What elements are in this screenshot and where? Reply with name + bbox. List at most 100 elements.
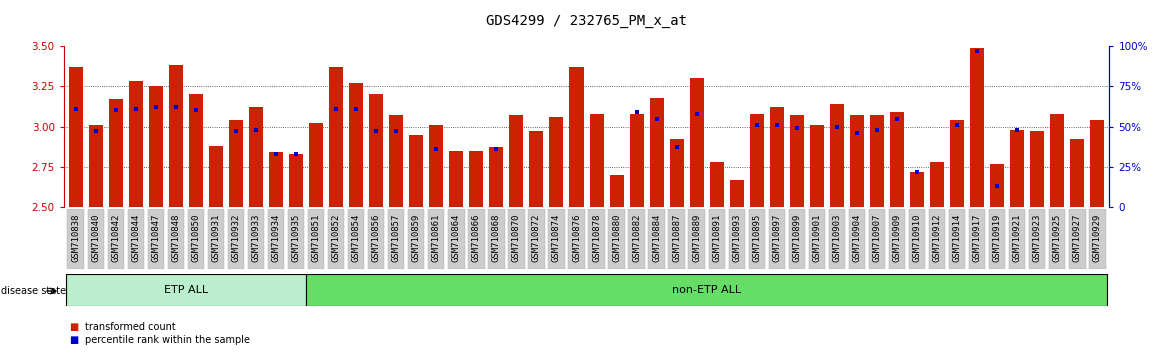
Text: GSM710935: GSM710935	[292, 214, 301, 262]
Bar	[669, 139, 683, 207]
Text: GSM710893: GSM710893	[732, 214, 741, 262]
Bar	[570, 67, 584, 207]
Bar	[569, 209, 585, 269]
Bar	[730, 180, 743, 207]
Text: GSM710895: GSM710895	[753, 214, 761, 262]
Bar	[430, 125, 444, 207]
Bar	[1070, 139, 1084, 207]
Bar	[690, 78, 704, 207]
Bar	[108, 209, 124, 269]
Bar	[548, 209, 565, 269]
Text: GSM710884: GSM710884	[652, 214, 661, 262]
Bar	[228, 209, 244, 269]
Text: transformed count: transformed count	[85, 322, 175, 332]
Bar	[930, 162, 944, 207]
Bar	[588, 209, 604, 269]
Text: GSM710891: GSM710891	[712, 214, 721, 262]
Text: GSM710844: GSM710844	[131, 214, 140, 262]
Bar	[829, 209, 845, 269]
Bar	[308, 209, 324, 269]
Bar	[589, 114, 603, 207]
Bar	[630, 114, 644, 207]
Text: GSM710899: GSM710899	[792, 214, 801, 262]
Text: GSM710925: GSM710925	[1053, 214, 1062, 262]
Text: GSM710859: GSM710859	[412, 214, 420, 262]
Bar	[288, 209, 305, 269]
Text: GSM710868: GSM710868	[492, 214, 501, 262]
Bar	[267, 209, 284, 269]
Text: GSM710932: GSM710932	[232, 214, 241, 262]
Bar	[1009, 209, 1026, 269]
Text: GSM710838: GSM710838	[71, 214, 80, 262]
Bar	[229, 120, 243, 207]
Text: GSM710861: GSM710861	[432, 214, 441, 262]
Bar	[1049, 209, 1065, 269]
Bar	[529, 131, 543, 207]
Bar	[388, 209, 404, 269]
Bar	[830, 104, 844, 207]
Bar	[409, 135, 424, 207]
Text: GSM710870: GSM710870	[512, 214, 521, 262]
Bar	[428, 209, 445, 269]
Bar	[989, 209, 1005, 269]
Bar	[950, 120, 965, 207]
Bar	[969, 209, 985, 269]
Bar	[629, 209, 645, 269]
Text: GSM710904: GSM710904	[852, 214, 862, 262]
Bar	[891, 112, 904, 207]
Bar	[369, 94, 383, 207]
Bar	[1090, 209, 1106, 269]
Text: GSM710864: GSM710864	[452, 214, 461, 262]
Text: GSM710903: GSM710903	[833, 214, 842, 262]
Bar	[207, 209, 225, 269]
Text: GSM710876: GSM710876	[572, 214, 581, 262]
Bar	[109, 99, 123, 207]
Bar	[910, 172, 924, 207]
Bar	[868, 209, 885, 269]
Bar	[67, 209, 83, 269]
Bar	[510, 115, 523, 207]
Bar	[149, 86, 163, 207]
Text: GSM710851: GSM710851	[312, 214, 321, 262]
Text: GSM710897: GSM710897	[772, 214, 782, 262]
Bar	[66, 274, 306, 306]
Bar	[728, 209, 745, 269]
Bar	[1010, 130, 1024, 207]
Bar	[169, 65, 183, 207]
Bar	[648, 209, 665, 269]
Bar	[929, 209, 945, 269]
Text: GSM710917: GSM710917	[973, 214, 982, 262]
Bar	[449, 151, 463, 207]
Bar	[490, 148, 504, 207]
Bar	[1031, 131, 1045, 207]
Text: GSM710934: GSM710934	[271, 214, 280, 262]
Text: GSM710931: GSM710931	[212, 214, 220, 262]
Text: GSM710857: GSM710857	[391, 214, 401, 262]
Bar	[68, 67, 82, 207]
Bar	[809, 125, 823, 207]
Bar	[306, 274, 1107, 306]
Bar	[89, 125, 103, 207]
Bar	[389, 115, 403, 207]
Bar	[909, 209, 925, 269]
Text: GSM710929: GSM710929	[1093, 214, 1102, 262]
Text: GSM710909: GSM710909	[893, 214, 902, 262]
Bar	[709, 209, 725, 269]
Text: GSM710874: GSM710874	[552, 214, 560, 262]
Bar	[469, 151, 483, 207]
Text: GSM710919: GSM710919	[992, 214, 1002, 262]
Text: GSM710840: GSM710840	[91, 214, 101, 262]
Text: GSM710887: GSM710887	[672, 214, 681, 262]
Text: GSM710854: GSM710854	[352, 214, 360, 262]
Text: GSM710889: GSM710889	[692, 214, 702, 262]
Bar	[328, 209, 344, 269]
Text: percentile rank within the sample: percentile rank within the sample	[85, 335, 249, 345]
Bar	[269, 152, 283, 207]
Text: GDS4299 / 232765_PM_x_at: GDS4299 / 232765_PM_x_at	[486, 14, 687, 28]
Bar	[489, 209, 505, 269]
Text: ■: ■	[69, 322, 79, 332]
Text: GSM710880: GSM710880	[613, 214, 621, 262]
Bar	[970, 48, 984, 207]
Bar	[290, 154, 303, 207]
Bar	[188, 209, 204, 269]
